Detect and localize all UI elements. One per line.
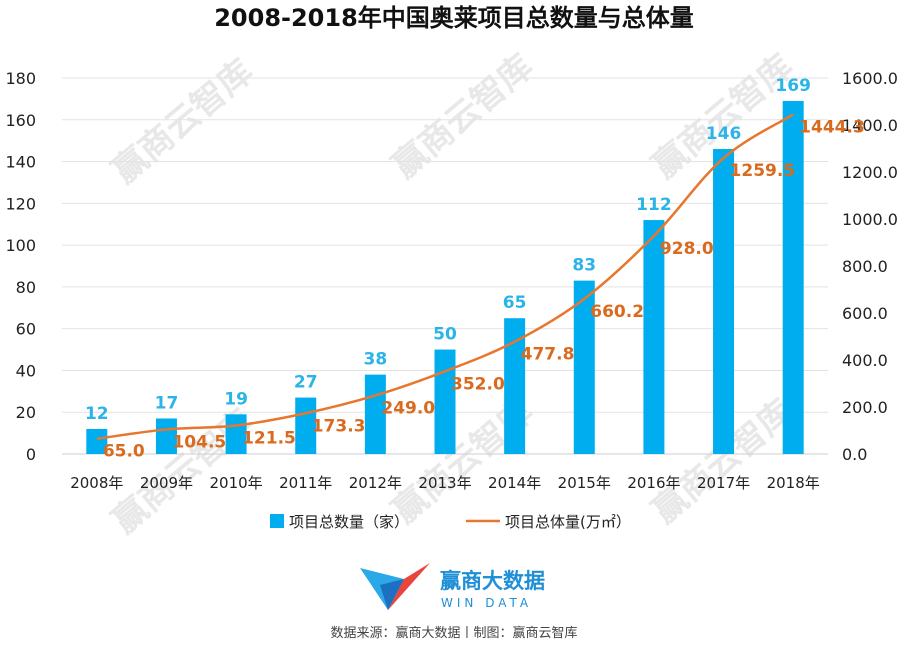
source-note: 数据来源：赢商大数据丨制图：赢商云智库 bbox=[330, 625, 577, 641]
x-tick-label: 2011年 bbox=[279, 474, 332, 492]
line-data-label: 104.5 bbox=[172, 432, 226, 452]
line-data-label: 477.8 bbox=[521, 345, 575, 365]
bar-data-label: 146 bbox=[706, 124, 742, 144]
bar-data-label: 19 bbox=[224, 389, 248, 409]
right-tick-label: 1400.0 bbox=[842, 116, 898, 135]
bar-data-label: 83 bbox=[572, 256, 596, 276]
line-data-label: 928.0 bbox=[660, 239, 714, 259]
left-tick-label: 180 bbox=[5, 69, 36, 88]
x-axis-ticks: 2008年 2009年 2010年 2011年 2012年 2013年 2014年 2015年… bbox=[70, 474, 820, 492]
watermark-text: 赢商云智库 bbox=[385, 47, 541, 187]
left-tick-label: 120 bbox=[5, 194, 36, 213]
line-data-label: 660.2 bbox=[590, 302, 644, 322]
legend: 项目总数量（家） 项目总体量(万㎡） bbox=[270, 513, 631, 531]
line-path bbox=[96, 113, 794, 440]
left-tick-label: 60 bbox=[16, 320, 36, 339]
bar bbox=[713, 149, 735, 454]
legend-bar-label: 项目总数量（家） bbox=[289, 513, 409, 531]
right-tick-label: 1200.0 bbox=[842, 163, 898, 182]
logo-mark-icon bbox=[360, 563, 430, 610]
logo-en-text: WIN DATA bbox=[441, 596, 532, 610]
line-data-label: 1444.3 bbox=[799, 118, 865, 138]
bar bbox=[434, 349, 456, 454]
right-axis-ticks: 0.0 200.0 400.0 600.0 800.0 1000.0 1200.0 1400.… bbox=[842, 69, 898, 464]
bar bbox=[643, 220, 665, 454]
line-data-labels: 65.0 104.5 121.5 173.3 249.0 352.0 477.8 660.2 9… bbox=[103, 118, 865, 462]
right-tick-label: 1600.0 bbox=[842, 69, 898, 88]
bar bbox=[573, 280, 595, 454]
watermark-text: 赢商云智库 bbox=[105, 52, 261, 192]
right-tick-label: 0.0 bbox=[842, 445, 867, 464]
bar-series bbox=[86, 100, 804, 454]
left-axis-ticks: 0 20 40 60 80 100 120 140 160 180 bbox=[5, 69, 36, 464]
bar-data-label: 38 bbox=[364, 350, 388, 370]
x-tick-label: 2012年 bbox=[349, 474, 402, 492]
right-tick-label: 800.0 bbox=[842, 257, 888, 276]
bar-data-label: 65 bbox=[503, 293, 527, 313]
bar-data-label: 27 bbox=[294, 373, 318, 393]
line-data-label: 352.0 bbox=[451, 374, 505, 394]
bar-data-labels: 12 17 19 27 38 50 65 83 112 146 169 bbox=[85, 76, 811, 424]
line-data-label: 65.0 bbox=[103, 442, 145, 462]
bar-data-label: 169 bbox=[775, 76, 811, 96]
bar bbox=[155, 418, 177, 454]
left-tick-label: 80 bbox=[16, 278, 36, 297]
left-tick-label: 20 bbox=[16, 403, 36, 422]
line-data-label: 121.5 bbox=[242, 428, 296, 448]
logo-cn-text: 赢商大数据 bbox=[440, 569, 545, 593]
left-tick-label: 140 bbox=[5, 153, 36, 172]
line-series bbox=[96, 113, 794, 440]
win-data-logo: 赢商大数据 WIN DATA bbox=[360, 563, 545, 610]
line-data-label: 173.3 bbox=[312, 416, 366, 436]
bar-data-label: 17 bbox=[155, 393, 179, 413]
x-tick-label: 2008年 bbox=[70, 474, 123, 492]
legend-line-label: 项目总体量(万㎡） bbox=[505, 513, 631, 531]
left-tick-label: 100 bbox=[5, 236, 36, 255]
bar-data-label: 12 bbox=[85, 404, 109, 424]
left-tick-label: 40 bbox=[16, 361, 36, 380]
line-data-label: 249.0 bbox=[381, 398, 435, 418]
bar bbox=[782, 100, 804, 454]
bar-data-label: 112 bbox=[636, 195, 672, 215]
bar bbox=[504, 318, 526, 454]
right-tick-label: 1000.0 bbox=[842, 210, 898, 229]
right-tick-label: 200.0 bbox=[842, 398, 888, 417]
right-tick-label: 400.0 bbox=[842, 351, 888, 370]
left-tick-label: 0 bbox=[26, 445, 36, 464]
x-tick-label: 2014年 bbox=[488, 474, 541, 492]
right-tick-label: 600.0 bbox=[842, 304, 888, 323]
bar bbox=[86, 428, 108, 454]
bar-data-label: 50 bbox=[433, 325, 457, 345]
line-data-label: 1259.5 bbox=[730, 161, 796, 181]
x-tick-label: 2010年 bbox=[209, 474, 262, 492]
chart-title: 2008-2018年中国奥莱项目总数量与总体量 bbox=[214, 4, 694, 32]
x-tick-label: 2018年 bbox=[767, 474, 820, 492]
x-tick-label: 2016年 bbox=[627, 474, 680, 492]
x-tick-label: 2009年 bbox=[140, 474, 193, 492]
legend-bar-swatch bbox=[270, 514, 284, 528]
x-tick-label: 2013年 bbox=[418, 474, 471, 492]
x-tick-label: 2015年 bbox=[558, 474, 611, 492]
left-tick-label: 160 bbox=[5, 111, 36, 130]
x-tick-label: 2017年 bbox=[697, 474, 750, 492]
